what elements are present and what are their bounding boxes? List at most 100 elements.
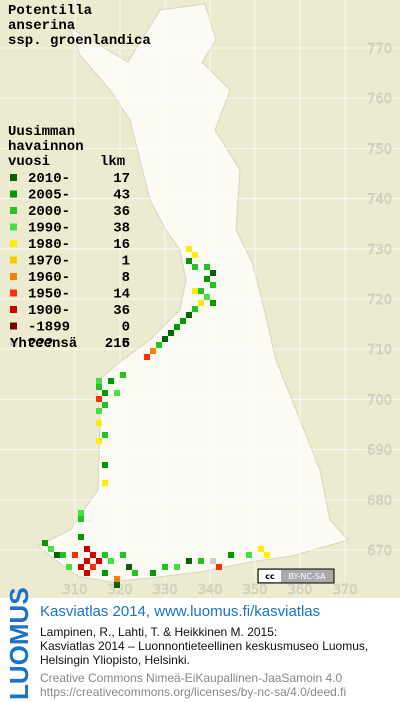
legend-label: 2010- (28, 171, 70, 187)
occurrence-square (120, 552, 126, 558)
occurrence-square (96, 396, 102, 402)
legend-label: 1960- (28, 270, 70, 286)
grid-label-y: 750 (367, 142, 392, 157)
grid-label-x: 350 (243, 583, 268, 598)
legend-label: 1980- (28, 237, 70, 253)
legend-swatch (10, 190, 17, 198)
occurrence-square (186, 258, 192, 264)
legend-label: ??? (28, 336, 53, 352)
title-line: ssp. groenlandica (8, 33, 151, 49)
legend-swatch (10, 289, 17, 297)
occurrence-square (90, 552, 96, 558)
occurrence-square (60, 552, 66, 558)
occurrence-square (114, 582, 120, 588)
occurrence-square (84, 558, 90, 564)
occurrence-square (126, 564, 132, 570)
legend-total: 215 (105, 336, 130, 352)
legend-total-label: Yhteensä (10, 336, 78, 352)
occurrence-square (72, 552, 78, 558)
occurrence-square (192, 306, 198, 312)
occurrence-square (102, 570, 108, 576)
footer-link[interactable]: Kasviatlas 2014, www.luomus.fi/kasviatla… (40, 603, 320, 620)
grid-label-y: 710 (367, 343, 392, 358)
occurrence-square (198, 558, 204, 564)
title-line: Potentilla (8, 3, 93, 19)
occurrence-squares (42, 246, 270, 588)
occurrence-square (102, 432, 108, 438)
grid-label-y: 700 (367, 393, 392, 408)
occurrence-square (150, 570, 156, 576)
occurrence-square (48, 546, 54, 552)
cc-license: BY-NC-SA (288, 572, 326, 581)
occurrence-square (162, 336, 168, 342)
occurrence-square (96, 438, 102, 444)
grid-label-x: 310 (63, 583, 88, 598)
occurrence-square (90, 564, 96, 570)
occurrence-square (108, 558, 114, 564)
legend-count: 14 (113, 287, 130, 303)
legend-swatch (10, 322, 17, 330)
grid-label-y: 730 (367, 243, 392, 258)
grid-label-y: 720 (367, 293, 392, 308)
grid-label-x: 360 (288, 583, 313, 598)
occurrence-square (96, 384, 102, 390)
legend-col-count: lkm (100, 154, 125, 170)
occurrence-square (66, 564, 72, 570)
citation-line: Lampinen, R., Lahti, T. & Heikkinen M. 2… (40, 625, 277, 639)
occurrence-square (102, 552, 108, 558)
grid-label-y: 690 (367, 444, 392, 459)
cc-text: cc (265, 572, 275, 581)
grid-label-x: 370 (333, 583, 358, 598)
legend-swatch (10, 174, 17, 181)
occurrence-square (114, 576, 120, 582)
occurrence-square (96, 378, 102, 384)
occurrence-square (102, 480, 108, 486)
occurrence-square (186, 312, 192, 318)
legend-count: 36 (113, 303, 130, 319)
legend-label: -1899 (28, 320, 70, 336)
citation-line: Helsingin Yliopisto, Helsinki. (40, 653, 190, 667)
occurrence-square (192, 264, 198, 270)
legend-swatch (10, 207, 17, 214)
legend-swatch (10, 223, 17, 231)
occurrence-square (114, 390, 120, 396)
license-line[interactable]: https://creativecommons.org/licenses/by-… (40, 685, 346, 699)
occurrence-square (162, 564, 168, 570)
cc-badge: cc BY-NC-SA (257, 568, 335, 584)
occurrence-square (132, 570, 138, 576)
occurrence-square (174, 564, 180, 570)
legend-label: 1950- (28, 287, 70, 303)
occurrence-square (78, 516, 84, 522)
occurrence-square (258, 546, 264, 552)
occurrence-square (204, 276, 210, 282)
occurrence-square (228, 552, 234, 558)
occurrence-square (168, 330, 174, 336)
occurrence-square (78, 564, 84, 570)
occurrence-square (204, 264, 210, 270)
occurrence-square (198, 288, 204, 294)
occurrence-square (186, 246, 192, 252)
license-line: Creative Commons Nimeä-EiKaupallinen-Jaa… (40, 671, 342, 685)
occurrence-square (216, 564, 222, 570)
legend-count: 43 (113, 188, 130, 204)
legend-count: 6 (122, 336, 130, 352)
occurrence-square (210, 558, 216, 564)
legend-header: havainnon (8, 139, 84, 155)
grid-label-y: 760 (367, 92, 392, 107)
legend-header: Uusimman (8, 124, 75, 140)
legend-label: 1970- (28, 254, 70, 270)
legend-swatch (10, 256, 17, 264)
occurrence-square (174, 324, 180, 330)
legend-swatch (10, 339, 17, 346)
legend-count: 38 (113, 221, 130, 237)
occurrence-square (78, 534, 84, 540)
grid-label-x: 320 (108, 583, 133, 598)
legend-label: 2005- (28, 188, 70, 204)
citation-line: Kasviatlas 2014 – Luonnontieteellinen ke… (40, 639, 368, 653)
occurrence-square (210, 270, 216, 276)
occurrence-square (96, 558, 102, 564)
occurrence-square (150, 348, 156, 354)
occurrence-square (42, 540, 48, 546)
